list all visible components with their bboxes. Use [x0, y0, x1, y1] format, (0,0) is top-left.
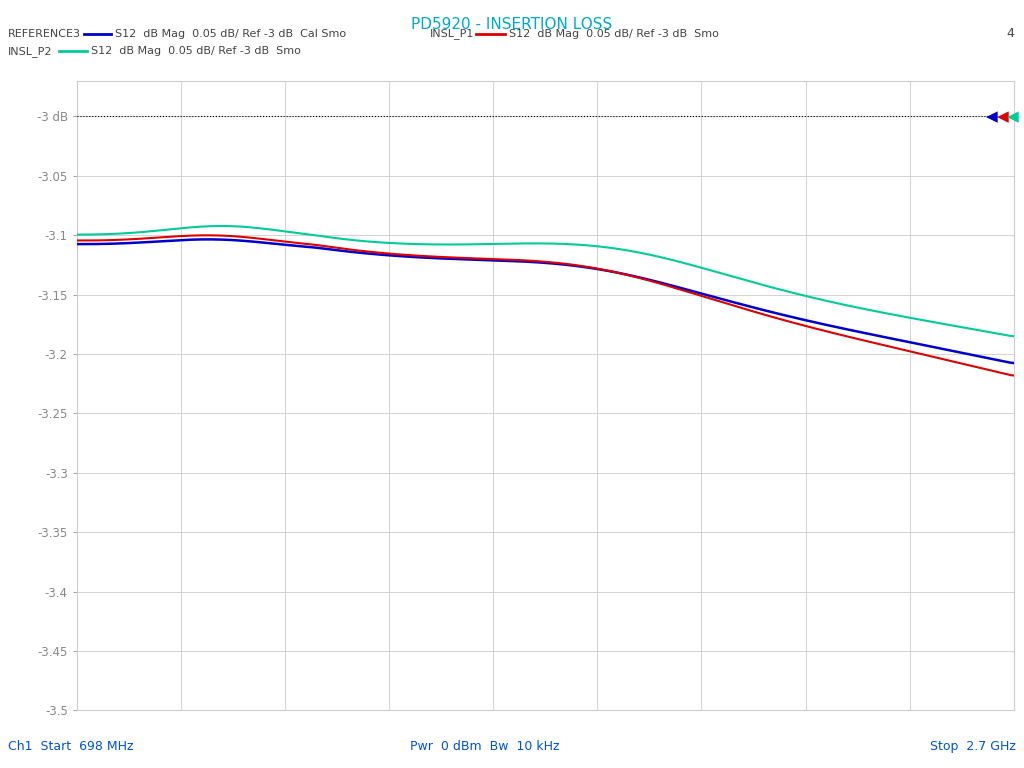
- Text: INSL_P1: INSL_P1: [430, 28, 474, 39]
- Text: REFERENCE3: REFERENCE3: [8, 28, 81, 39]
- Text: PD5920 - INSERTION LOSS: PD5920 - INSERTION LOSS: [412, 17, 612, 32]
- Text: Stop  2.7 GHz: Stop 2.7 GHz: [930, 740, 1016, 753]
- Text: S12  dB Mag  0.05 dB/ Ref -3 dB  Smo: S12 dB Mag 0.05 dB/ Ref -3 dB Smo: [91, 46, 301, 57]
- Text: Pwr  0 dBm  Bw  10 kHz: Pwr 0 dBm Bw 10 kHz: [410, 740, 559, 753]
- Text: Ch1  Start  698 MHz: Ch1 Start 698 MHz: [8, 740, 134, 753]
- Text: S12  dB Mag  0.05 dB/ Ref -3 dB  Smo: S12 dB Mag 0.05 dB/ Ref -3 dB Smo: [509, 28, 719, 39]
- Text: ◀: ◀: [996, 109, 1009, 124]
- Text: INSL_P2: INSL_P2: [8, 46, 52, 57]
- Text: ◀: ◀: [1007, 109, 1019, 124]
- Text: ◀: ◀: [986, 109, 998, 124]
- Text: 4: 4: [1006, 28, 1014, 40]
- Text: S12  dB Mag  0.05 dB/ Ref -3 dB  Cal Smo: S12 dB Mag 0.05 dB/ Ref -3 dB Cal Smo: [115, 28, 346, 39]
